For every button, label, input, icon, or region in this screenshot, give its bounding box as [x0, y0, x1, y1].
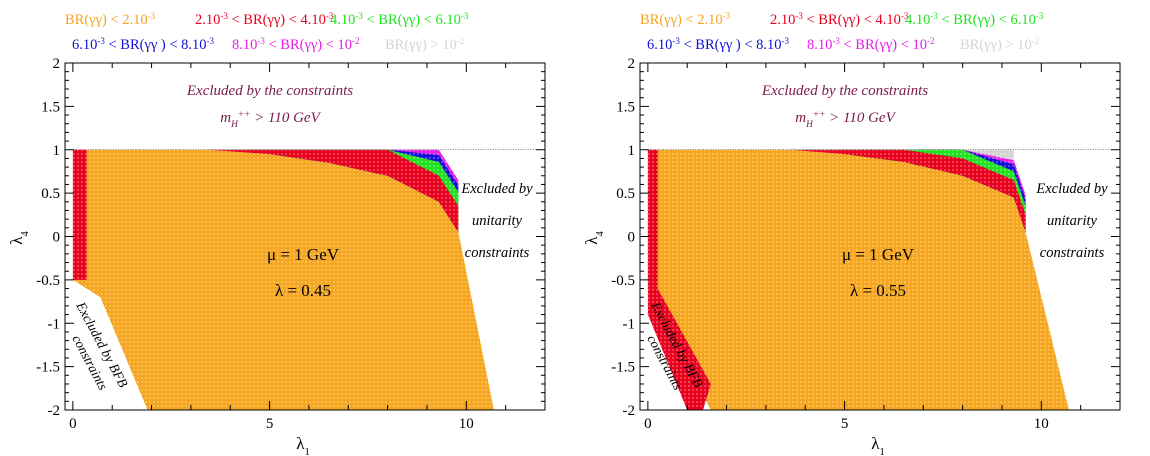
legend-entry: BR(γγ) > 10-2: [385, 36, 464, 53]
legend-entry: 6.10-3 < BR(γγ ) < 8.10-3: [72, 36, 215, 53]
y-tick-label: -1.5: [36, 360, 60, 376]
annotation-lambda: λ = 0.55: [850, 281, 906, 300]
panel-left: 0 5 10 -2 -1.5 -1 -0.5 0 0.5 1 1.5 2 λ1 λ4 BR(γγ) < 2.…: [7, 11, 546, 456]
y-tick-label: -1.5: [611, 360, 635, 376]
legend-entry: BR(γγ) < 2.10-3: [640, 11, 731, 28]
y-tick-label: -2: [623, 403, 636, 419]
orange-region: [647, 149, 1069, 411]
x-tick-label: 0: [644, 416, 652, 432]
y-tick-label: -1: [48, 316, 61, 332]
red-band: [206, 149, 459, 233]
legend-entry: BR(γγ) < 2.10-3: [65, 11, 156, 28]
annotation-unitarity-1: Excluded by: [1035, 181, 1108, 197]
y-tick-label: 1.5: [616, 99, 635, 115]
red-left-diagonal: [647, 288, 711, 410]
y-axis-label: λ4: [582, 231, 606, 245]
y-tick-label: 1: [53, 143, 61, 159]
legend-entry: 2.10-3 < BR(γγ) < 4.10-3: [195, 11, 334, 28]
x-tick-label: 10: [1034, 416, 1049, 432]
legend-entry: 8.10-3 < BR(γγ) < 10-2: [232, 36, 360, 53]
y-tick-label: -2: [48, 403, 61, 419]
annotation-unitarity-1: Excluded by: [460, 181, 533, 197]
chart-left: 0 5 10 -2 -1.5 -1 -0.5 0 0.5 1 1.5 2 λ1 λ4 BR(γγ) < 2.…: [7, 11, 546, 456]
annotation-unitarity-3: constraints: [1040, 245, 1105, 261]
orange-region: [72, 149, 494, 411]
annotation-mu: μ = 1 GeV: [267, 245, 340, 264]
y-tick-label: -0.5: [36, 273, 60, 289]
annotation-mu: μ = 1 GeV: [842, 245, 915, 264]
legend-entry: 8.10-3 < BR(γγ) < 10-2: [807, 36, 935, 53]
y-tick-label: 0.5: [41, 186, 60, 202]
annotation-mass-limit: mH++ > 110 GeV: [220, 110, 321, 130]
y-axis-label: λ4: [7, 231, 31, 245]
legend-entry: 2.10-3 < BR(γγ) < 4.10-3: [770, 11, 909, 28]
annotation-unitarity-2: unitarity: [472, 213, 523, 229]
x-tick-label: 5: [841, 416, 849, 432]
annotation-unitarity-3: constraints: [465, 245, 530, 261]
legend-entry: 4.10-3 < BR(γγ) < 6.10-3: [905, 11, 1044, 28]
annotation-excluded-constraints: Excluded by the constraints: [761, 83, 928, 99]
annotation-unitarity-2: unitarity: [1047, 213, 1098, 229]
legend-entry: 4.10-3 < BR(γγ) < 6.10-3: [330, 11, 469, 28]
y-tick-label: 0: [53, 230, 61, 246]
y-tick-label: 0: [628, 230, 636, 246]
y-tick-label: 2: [53, 56, 61, 72]
legend-entry: 6.10-3 < BR(γγ ) < 8.10-3: [647, 36, 790, 53]
y-tick-label: -1: [623, 316, 636, 332]
chart-right: 0 5 10 -2 -1.5 -1 -0.5 0 0.5 1 1.5 2 λ1 λ4 BR(γγ) < 2.…: [582, 11, 1121, 456]
y-tick-label: 1: [628, 143, 636, 159]
annotation-mass-limit: mH++ > 110 GeV: [795, 110, 896, 130]
y-tick-label: 2: [628, 56, 636, 72]
legend-entry: BR(γγ) > 10-2: [960, 36, 1039, 53]
red-band: [789, 149, 1026, 233]
y-tick-label: -0.5: [611, 273, 635, 289]
red-left-strip: [72, 149, 87, 280]
x-tick-label: 0: [69, 416, 77, 432]
x-tick-label: 5: [266, 416, 274, 432]
y-tick-label: 1.5: [41, 99, 60, 115]
annotation-excluded-constraints: Excluded by the constraints: [186, 83, 353, 99]
annotation-lambda: λ = 0.45: [275, 281, 331, 300]
y-tick-label: 0.5: [616, 186, 635, 202]
x-tick-label: 10: [459, 416, 474, 432]
red-left-strip: [647, 149, 658, 289]
x-axis-label: λ1: [871, 434, 885, 456]
panel-right: 0 5 10 -2 -1.5 -1 -0.5 0 0.5 1 1.5 2 λ1 λ4 BR(γγ) < 2.…: [575, 0, 1150, 456]
x-axis-label: λ1: [296, 434, 310, 456]
